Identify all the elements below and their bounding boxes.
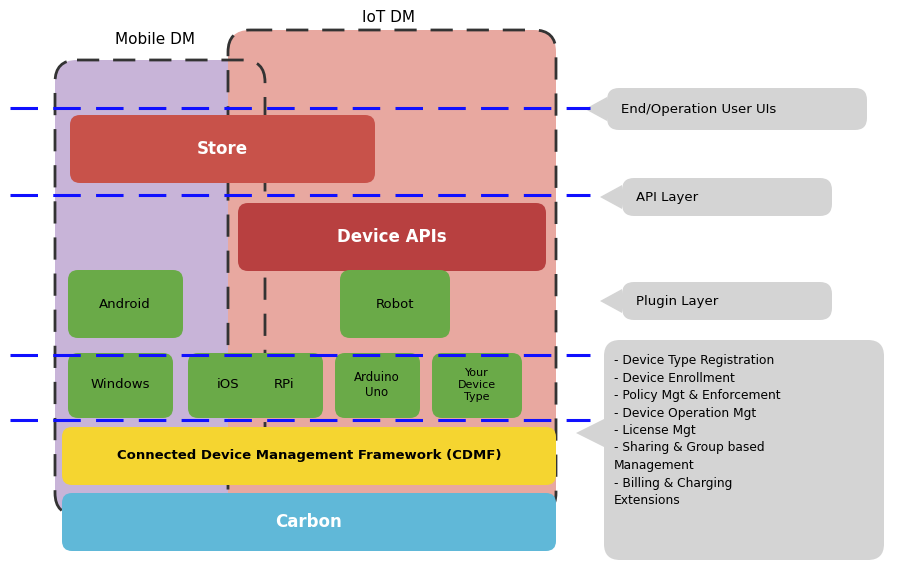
FancyBboxPatch shape <box>70 115 375 183</box>
FancyBboxPatch shape <box>607 88 867 130</box>
FancyBboxPatch shape <box>68 270 183 338</box>
FancyBboxPatch shape <box>238 203 546 271</box>
Polygon shape <box>600 185 622 209</box>
Text: Plugin Layer: Plugin Layer <box>636 295 718 308</box>
Text: Store: Store <box>196 140 248 158</box>
FancyBboxPatch shape <box>62 493 556 551</box>
Polygon shape <box>576 419 604 447</box>
Text: RPi: RPi <box>274 379 294 391</box>
FancyBboxPatch shape <box>245 353 323 418</box>
Text: API Layer: API Layer <box>636 190 698 204</box>
Text: iOS: iOS <box>217 379 239 391</box>
Text: Robot: Robot <box>376 297 414 311</box>
Text: End/Operation User UIs: End/Operation User UIs <box>621 102 776 116</box>
FancyBboxPatch shape <box>335 353 420 418</box>
FancyBboxPatch shape <box>622 178 832 216</box>
FancyBboxPatch shape <box>622 282 832 320</box>
Text: Device APIs: Device APIs <box>338 228 446 246</box>
FancyBboxPatch shape <box>432 353 522 418</box>
FancyBboxPatch shape <box>62 427 556 485</box>
FancyBboxPatch shape <box>228 30 556 515</box>
Text: Arduino
Uno: Arduino Uno <box>354 371 400 399</box>
Text: Windows: Windows <box>90 379 149 391</box>
Text: Android: Android <box>99 297 151 311</box>
FancyBboxPatch shape <box>340 270 450 338</box>
Text: Your
Device
Type: Your Device Type <box>458 368 496 402</box>
Text: Carbon: Carbon <box>275 513 342 531</box>
Polygon shape <box>585 97 607 121</box>
Text: Connected Device Management Framework (CDMF): Connected Device Management Framework (C… <box>117 450 501 463</box>
Text: Mobile DM: Mobile DM <box>115 33 195 47</box>
FancyBboxPatch shape <box>68 353 173 418</box>
FancyBboxPatch shape <box>188 353 268 418</box>
Polygon shape <box>600 289 622 313</box>
FancyBboxPatch shape <box>55 60 265 515</box>
FancyBboxPatch shape <box>604 340 884 560</box>
Text: - Device Type Registration
- Device Enrollment
- Policy Mgt & Enforcement
- Devi: - Device Type Registration - Device Enro… <box>614 354 780 507</box>
Text: IoT DM: IoT DM <box>362 10 415 26</box>
